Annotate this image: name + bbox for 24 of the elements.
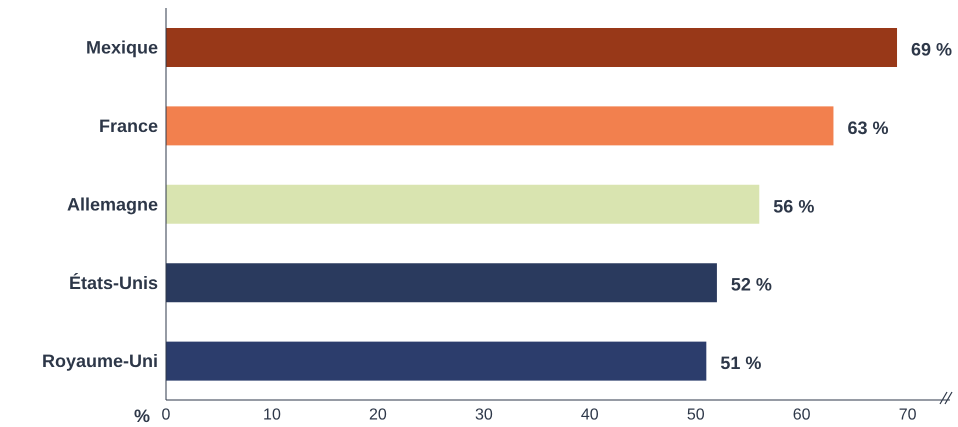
bar <box>166 263 717 302</box>
y-tick-label: États-Unis <box>68 272 158 293</box>
x-tick-label: 20 <box>368 406 387 424</box>
data-label: 52 % <box>730 274 772 295</box>
x-tick-label: 0 <box>162 406 171 424</box>
x-tick-label: 70 <box>898 406 917 424</box>
y-tick-label: France <box>98 116 158 136</box>
bar <box>166 28 898 67</box>
data-label: 51 % <box>720 353 762 374</box>
x-tick-label: 30 <box>474 406 493 424</box>
x-tick-label: 50 <box>686 406 705 424</box>
data-label: 69 % <box>911 40 952 60</box>
y-tick-label: Allemagne <box>66 194 158 214</box>
x-tick-label: 10 <box>263 406 281 424</box>
bar <box>166 106 834 146</box>
data-label: 63 % <box>847 118 888 138</box>
y-tick-label: Royaume-Uni <box>42 351 158 372</box>
bar <box>166 184 760 224</box>
x-axis-title: % <box>134 406 150 426</box>
x-tick-label: 60 <box>792 406 811 424</box>
y-tick-label: Mexique <box>86 38 158 58</box>
data-label: 56 % <box>773 196 814 216</box>
x-tick-label: 40 <box>580 406 599 424</box>
bar <box>166 342 706 381</box>
